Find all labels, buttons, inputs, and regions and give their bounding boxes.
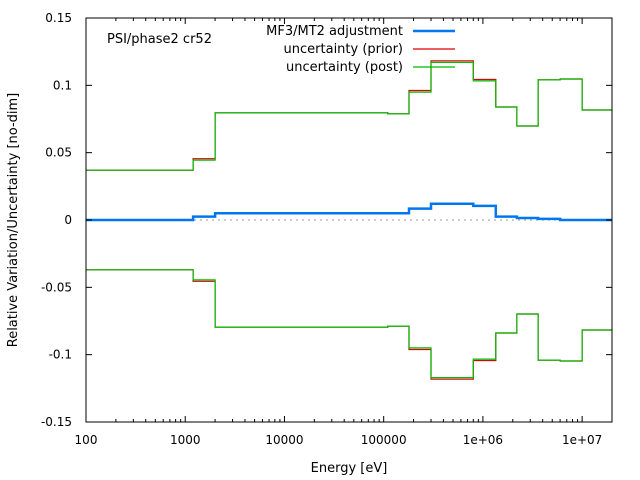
x-tick-label: 1e+07 — [562, 433, 602, 447]
y-tick-label: -0.1 — [49, 348, 72, 362]
y-tick-label: -0.15 — [41, 415, 72, 429]
legend: MF3/MT2 adjustment uncertainty (prior) unc… — [266, 24, 455, 75]
y-tick-label: 0.05 — [45, 146, 72, 160]
legend-label: uncertainty (post) — [286, 60, 403, 75]
y-axis: 0.15 0.1 0.05 0 -0.05 -0.1 -0.15 — [41, 11, 612, 429]
x-tick-label: 100 — [75, 433, 98, 447]
legend-label: MF3/MT2 adjustment — [266, 24, 403, 39]
series-group — [86, 60, 612, 380]
series-mf3-mt2-adjustment — [86, 202, 612, 222]
x-tick-label: 100000 — [361, 433, 407, 447]
x-tick-label: 1000 — [170, 433, 201, 447]
y-tick-label: -0.05 — [41, 280, 72, 294]
y-tick-label: 0.15 — [45, 11, 72, 25]
series-uncertainty-post-lower — [86, 269, 612, 379]
legend-label: uncertainty (prior) — [284, 42, 403, 57]
y-tick-label: 0.1 — [53, 78, 72, 92]
x-tick-label: 1e+06 — [463, 433, 503, 447]
x-axis: 100 1000 10000 100000 1e+06 1e+07 — [75, 18, 613, 447]
y-axis-label: Relative Variation/Uncertainty [no-dim] — [6, 93, 21, 348]
chart-annotation: PSI/phase2 cr52 — [107, 32, 212, 47]
series-uncertainty-post-upper — [86, 61, 612, 171]
x-tick-label: 10000 — [265, 433, 303, 447]
y-tick-label: 0 — [64, 213, 72, 227]
x-axis-label: Energy [eV] — [311, 461, 388, 476]
